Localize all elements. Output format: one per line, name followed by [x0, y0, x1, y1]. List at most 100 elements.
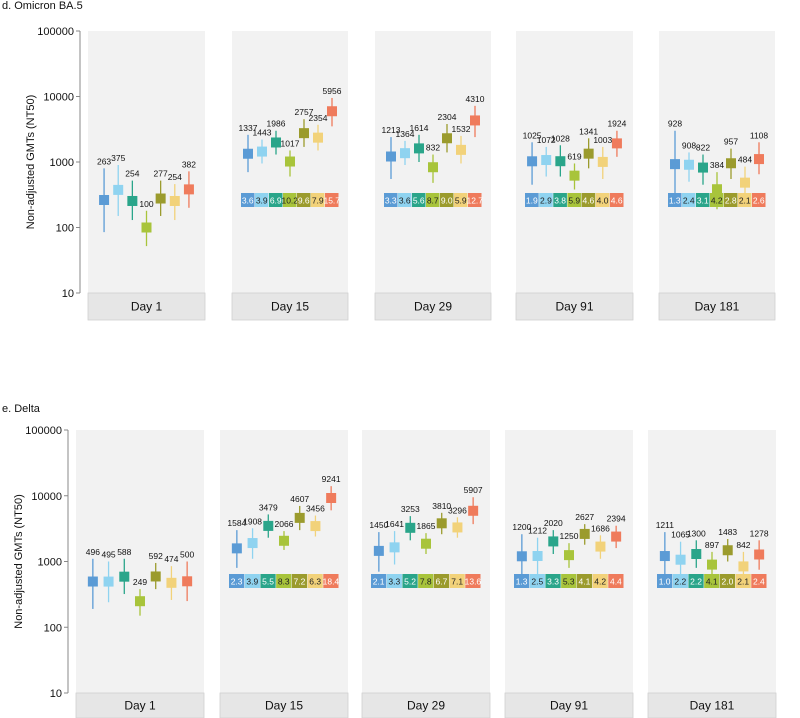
y-axis-label: Non-adjusted GMTs (NT50) — [13, 494, 25, 629]
ratio-label: 8.3 — [278, 577, 290, 587]
gmt-value-label: 1017 — [281, 138, 300, 148]
gmt-marker — [247, 538, 258, 549]
day-panel-background — [220, 430, 348, 693]
ratio-cell — [465, 574, 481, 588]
ratio-label: 3.1 — [697, 196, 709, 206]
ratio-label: 4.6 — [611, 196, 623, 206]
gmt-value-label: 2304 — [438, 112, 457, 122]
gmt-value-label: 1337 — [239, 123, 258, 133]
gmt-marker — [595, 541, 606, 552]
day-label-box — [219, 692, 349, 718]
gmt-marker — [414, 143, 424, 154]
gmt-value-label: 2020 — [544, 518, 563, 528]
ratio-cell — [595, 193, 610, 207]
gmt-marker — [470, 115, 480, 126]
ratio-cell — [325, 193, 339, 207]
gmt-value-label: 1212 — [528, 526, 547, 536]
ratio-cell — [514, 574, 530, 588]
gmt-marker — [516, 551, 527, 562]
gmt-marker — [326, 493, 337, 504]
gmt-value-label: 496 — [86, 547, 100, 557]
y-tick-label: 1000 — [50, 157, 74, 169]
day-label: Day 15 — [265, 699, 303, 713]
gmt-marker — [243, 148, 253, 159]
gmt-value-label: 1025 — [523, 130, 542, 140]
ratio-label: 1.9 — [526, 196, 538, 206]
day-label-box — [658, 292, 776, 321]
ratio-label: 9.6 — [298, 196, 310, 206]
ratio-label: 2.4 — [753, 577, 765, 587]
gmt-value-label: 382 — [182, 159, 196, 169]
gmt-marker — [182, 576, 193, 587]
gmt-value-label: 1200 — [512, 522, 531, 532]
gmt-marker — [285, 156, 295, 167]
ratio-label: 2.3 — [231, 577, 243, 587]
gmt-marker — [684, 159, 694, 170]
ratio-cell — [398, 193, 412, 207]
ratio-cell — [418, 574, 434, 588]
gmt-value-label: 592 — [149, 551, 163, 561]
gmt-value-label: 9241 — [322, 474, 341, 484]
gmt-marker — [597, 156, 608, 167]
gmt-marker — [532, 551, 543, 562]
ratio-label: 4.1 — [579, 577, 591, 587]
ratio-cell — [412, 193, 426, 207]
gmt-marker — [712, 184, 722, 195]
gmt-marker — [327, 106, 337, 117]
ratio-label: 2.6 — [753, 196, 765, 206]
ratio-label: 1.3 — [516, 577, 528, 587]
y-tick-label: 1000 — [38, 557, 62, 569]
gmt-marker — [428, 162, 438, 173]
ratio-label: 2.2 — [674, 577, 686, 587]
y-tick-label: 100 — [44, 622, 62, 634]
ratio-label: 3.8 — [554, 196, 566, 206]
day-label: Day 1 — [131, 300, 163, 314]
gmt-marker — [169, 195, 180, 206]
ratio-cell — [592, 574, 608, 588]
ratio-label: 7.1 — [451, 577, 463, 587]
gmt-value-label: 1483 — [718, 527, 737, 537]
ratio-cell — [454, 193, 468, 207]
ratio-cell — [710, 193, 724, 207]
ratio-cell — [752, 193, 766, 207]
ratio-label: 2.1 — [737, 577, 749, 587]
ratio-label: 5.5 — [262, 577, 274, 587]
day-label: Day 29 — [414, 300, 452, 314]
ratio-label: 3.6 — [399, 196, 411, 206]
gmt-value-label: 2757 — [295, 107, 314, 117]
gmt-marker — [468, 505, 479, 516]
gmt-value-label: 1108 — [750, 130, 769, 140]
ratio-label: 2.4 — [683, 196, 695, 206]
ratio-label: 3.9 — [246, 577, 258, 587]
day-panel-background — [362, 430, 490, 693]
ratio-label: 2.5 — [531, 577, 543, 587]
gmt-marker — [611, 531, 622, 542]
ratio-cell — [269, 193, 283, 207]
ratio-label: 1.0 — [659, 577, 671, 587]
ratio-cell — [244, 574, 260, 588]
ratio-label: 2.9 — [540, 196, 552, 206]
ratio-cell — [433, 574, 450, 588]
gmt-value-label: 3479 — [259, 502, 278, 512]
ratio-cell — [696, 193, 710, 207]
day-label: Day 181 — [695, 300, 740, 314]
ratio-cell — [539, 193, 553, 207]
y-tick-label: 10 — [62, 288, 74, 300]
gmt-value-label: 619 — [567, 151, 581, 161]
ratio-label: 7.9 — [312, 196, 324, 206]
ratio-cell — [553, 193, 567, 207]
gmt-marker — [754, 549, 765, 560]
gmt-marker — [405, 522, 416, 533]
gmt-value-label: 474 — [164, 554, 178, 564]
gmt-value-label: 832 — [426, 143, 440, 153]
ratio-label: 4.6 — [582, 196, 594, 206]
gmt-marker — [726, 158, 736, 169]
gmt-value-label: 2627 — [575, 512, 594, 522]
gmt-value-label: 4310 — [466, 94, 485, 104]
gmt-marker — [373, 545, 384, 556]
gmt-marker — [421, 538, 431, 549]
gmt-marker — [271, 137, 281, 148]
ratio-label: 2.1 — [739, 196, 751, 206]
ratio-cell — [468, 193, 482, 207]
